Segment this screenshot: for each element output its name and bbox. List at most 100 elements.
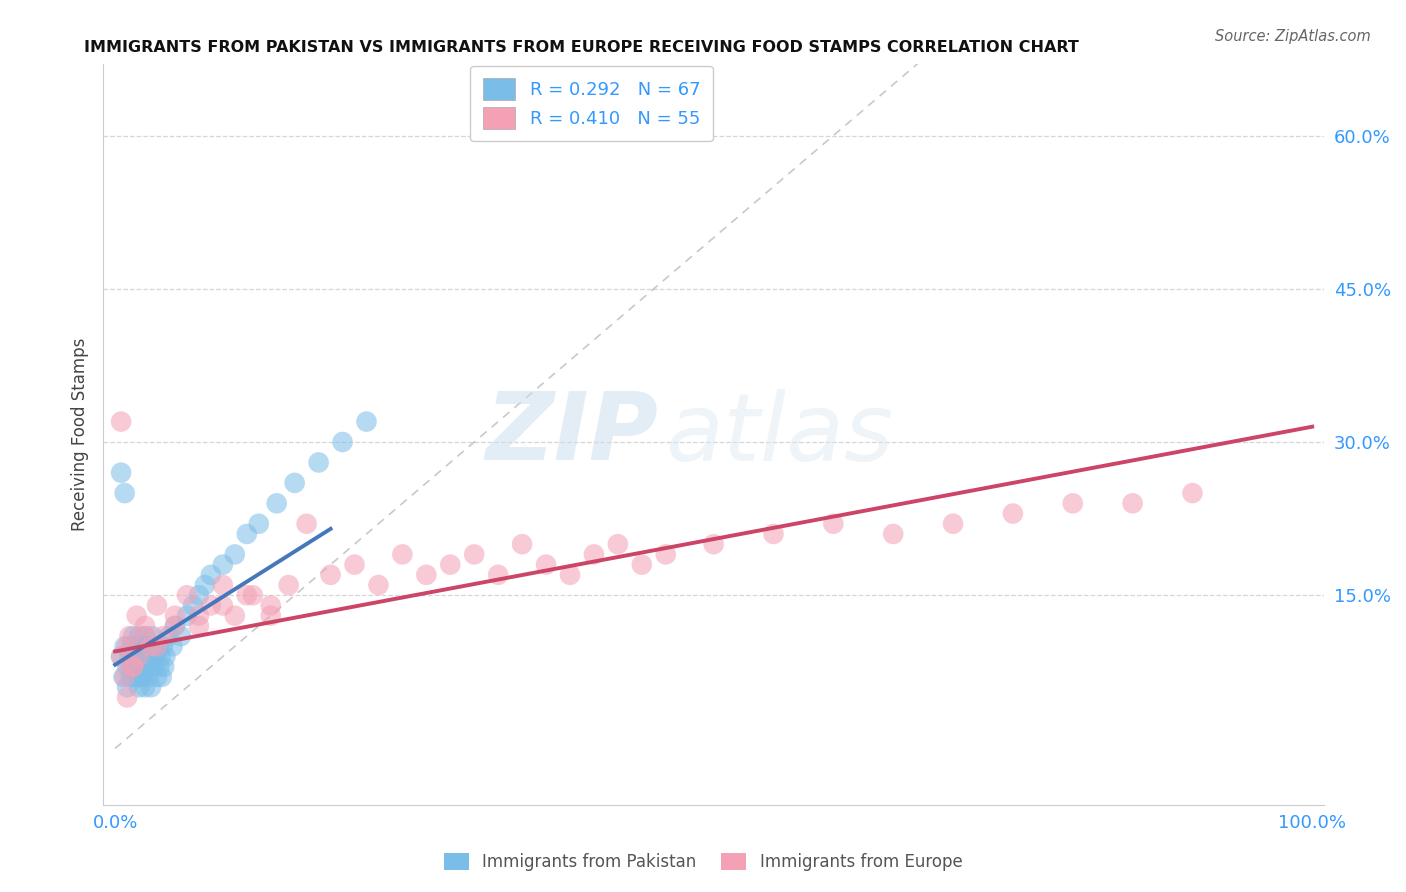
Point <box>118 649 141 664</box>
Point <box>146 670 169 684</box>
Point <box>332 435 354 450</box>
Legend: Immigrants from Pakistan, Immigrants from Europe: Immigrants from Pakistan, Immigrants fro… <box>436 845 970 880</box>
Point <box>1062 496 1084 510</box>
Point <box>128 670 150 684</box>
Text: ZIP: ZIP <box>486 388 658 481</box>
Point <box>134 680 156 694</box>
Point <box>127 649 149 664</box>
Point <box>128 680 150 694</box>
Point <box>187 608 209 623</box>
Point <box>277 578 299 592</box>
Point <box>115 680 138 694</box>
Point <box>170 629 193 643</box>
Point <box>1181 486 1204 500</box>
Point <box>162 640 184 654</box>
Point <box>114 640 136 654</box>
Point <box>266 496 288 510</box>
Y-axis label: Receiving Food Stamps: Receiving Food Stamps <box>72 338 89 531</box>
Point <box>128 629 150 643</box>
Point <box>134 619 156 633</box>
Point <box>163 619 186 633</box>
Point <box>110 466 132 480</box>
Point <box>134 629 156 643</box>
Point <box>138 640 160 654</box>
Point <box>115 690 138 705</box>
Point <box>319 567 342 582</box>
Point <box>146 599 169 613</box>
Point <box>121 640 143 654</box>
Point <box>762 527 785 541</box>
Point <box>176 608 198 623</box>
Point <box>125 659 148 673</box>
Point <box>129 640 152 654</box>
Point <box>211 578 233 592</box>
Point <box>122 629 145 643</box>
Point <box>655 548 678 562</box>
Point <box>439 558 461 572</box>
Point <box>139 659 162 673</box>
Point <box>242 588 264 602</box>
Point <box>558 567 581 582</box>
Point <box>124 670 146 684</box>
Point <box>823 516 845 531</box>
Point <box>703 537 725 551</box>
Point <box>308 455 330 469</box>
Point <box>132 649 155 664</box>
Point <box>486 567 509 582</box>
Point <box>260 599 283 613</box>
Point <box>630 558 652 572</box>
Point <box>125 640 148 654</box>
Point <box>463 548 485 562</box>
Point <box>534 558 557 572</box>
Point <box>942 516 965 531</box>
Point <box>148 640 170 654</box>
Point <box>260 608 283 623</box>
Point <box>138 670 160 684</box>
Point <box>236 588 259 602</box>
Point <box>163 608 186 623</box>
Point <box>115 640 138 654</box>
Point <box>110 649 132 664</box>
Point <box>356 415 378 429</box>
Point <box>129 659 152 673</box>
Point <box>211 599 233 613</box>
Point <box>247 516 270 531</box>
Point <box>295 516 318 531</box>
Point <box>236 527 259 541</box>
Point <box>582 548 605 562</box>
Point <box>284 475 307 490</box>
Point <box>141 629 163 643</box>
Point <box>152 640 174 654</box>
Point <box>150 670 173 684</box>
Point <box>122 659 145 673</box>
Point <box>139 640 162 654</box>
Point <box>187 588 209 602</box>
Legend: R = 0.292   N = 67, R = 0.410   N = 55: R = 0.292 N = 67, R = 0.410 N = 55 <box>470 66 713 141</box>
Point <box>131 649 153 664</box>
Point <box>134 629 156 643</box>
Point <box>153 659 176 673</box>
Point <box>148 659 170 673</box>
Point <box>135 640 157 654</box>
Point <box>131 670 153 684</box>
Point <box>142 659 165 673</box>
Point <box>143 640 166 654</box>
Point <box>367 578 389 592</box>
Text: Source: ZipAtlas.com: Source: ZipAtlas.com <box>1215 29 1371 44</box>
Point <box>200 599 222 613</box>
Point <box>122 649 145 664</box>
Point <box>155 649 177 664</box>
Point <box>163 619 186 633</box>
Point <box>139 649 162 664</box>
Point <box>114 670 136 684</box>
Point <box>1122 496 1144 510</box>
Text: atlas: atlas <box>665 389 893 480</box>
Point <box>131 640 153 654</box>
Point <box>112 670 135 684</box>
Point <box>118 629 141 643</box>
Text: IMMIGRANTS FROM PAKISTAN VS IMMIGRANTS FROM EUROPE RECEIVING FOOD STAMPS CORRELA: IMMIGRANTS FROM PAKISTAN VS IMMIGRANTS F… <box>84 40 1080 55</box>
Point <box>136 649 159 664</box>
Point <box>125 608 148 623</box>
Point <box>128 649 150 664</box>
Point <box>415 567 437 582</box>
